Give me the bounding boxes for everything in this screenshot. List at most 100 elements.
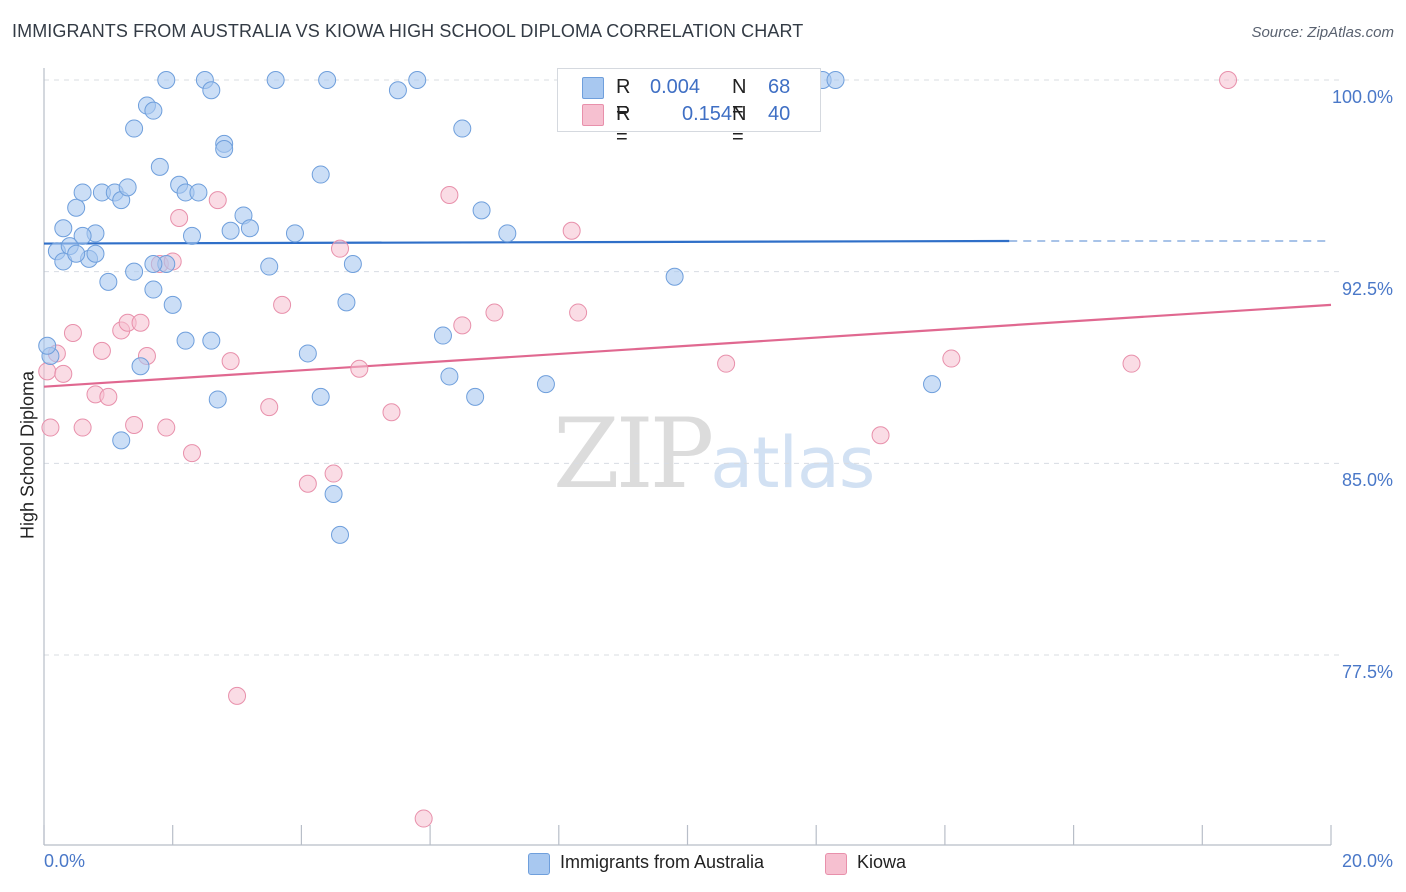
point-kiowa	[871, 426, 890, 445]
point-kiowa	[99, 387, 118, 406]
point-kiowa	[38, 362, 57, 381]
point-australia	[311, 387, 330, 406]
point-kiowa	[273, 295, 292, 314]
legend-swatch-blue	[582, 77, 604, 99]
point-kiowa	[208, 191, 227, 210]
legend-r-label: R =	[616, 103, 631, 148]
point-australia	[408, 71, 427, 89]
point-kiowa	[414, 809, 433, 828]
point-australia	[498, 224, 517, 243]
point-australia	[440, 367, 459, 386]
point-kiowa	[92, 341, 111, 360]
y-tick-label: 85.0%	[1341, 470, 1393, 491]
legend-n-label: N =	[732, 76, 747, 121]
point-australia	[67, 244, 86, 263]
legend-n-value: 68	[768, 76, 791, 98]
point-kiowa	[73, 418, 92, 437]
point-australia	[67, 198, 86, 217]
y-tick-label: 92.5%	[1341, 278, 1393, 299]
point-australia	[163, 295, 182, 314]
point-kiowa	[1122, 354, 1141, 373]
point-australia	[472, 201, 491, 220]
point-australia	[118, 178, 137, 197]
point-australia	[73, 183, 92, 202]
point-australia	[318, 71, 337, 89]
point-kiowa	[298, 474, 317, 493]
point-kiowa	[324, 464, 343, 483]
point-australia	[240, 219, 259, 238]
point-kiowa	[485, 303, 504, 322]
grid-lines	[44, 79, 1339, 656]
point-australia	[260, 257, 279, 276]
x-tick-label-min: 0.0%	[44, 851, 86, 871]
point-kiowa	[228, 686, 247, 705]
point-australia	[73, 226, 92, 245]
bottom-legend-label: Immigrants from Australia	[560, 852, 765, 872]
point-kiowa	[157, 418, 176, 437]
point-australia	[285, 224, 304, 243]
bottom-legend-swatch-blue	[528, 853, 550, 875]
point-kiowa	[562, 221, 581, 240]
y-tick-label: 100.0%	[1331, 87, 1393, 107]
point-australia	[388, 81, 407, 100]
point-australia	[337, 293, 356, 312]
point-australia	[343, 255, 362, 273]
point-australia	[144, 255, 163, 273]
point-australia	[215, 140, 234, 158]
point-australia	[298, 344, 317, 363]
point-kiowa	[54, 364, 73, 383]
point-australia	[311, 165, 330, 184]
trend-line-kiowa	[43, 303, 1332, 388]
point-kiowa	[453, 316, 472, 335]
legend-swatch-pink	[582, 104, 604, 126]
point-kiowa	[942, 349, 961, 368]
point-australia	[208, 390, 227, 409]
point-australia	[453, 119, 472, 138]
y-tick-label: 77.5%	[1341, 662, 1393, 682]
point-australia	[202, 81, 221, 100]
point-australia	[112, 431, 131, 450]
point-kiowa	[331, 239, 350, 258]
point-australia	[221, 221, 240, 240]
point-australia	[466, 387, 485, 406]
point-kiowa	[1219, 71, 1238, 89]
point-kiowa	[131, 313, 150, 332]
point-kiowa	[221, 352, 240, 371]
trend-lines	[43, 239, 1332, 388]
point-australia	[665, 267, 684, 286]
point-australia	[176, 331, 195, 350]
point-australia	[144, 280, 163, 299]
legend-n-value: 40	[768, 103, 791, 125]
point-australia	[54, 219, 73, 238]
legend-r-value: 0.154	[682, 103, 733, 125]
axes	[43, 68, 1332, 846]
point-kiowa	[63, 324, 82, 342]
point-kiowa	[350, 359, 369, 378]
stats-legend: R = 0.004 N = 68 R = 0.154 N = 40	[557, 68, 821, 148]
legend-r-value: 0.004	[650, 76, 701, 98]
y-axis-label: High School Diploma	[17, 370, 38, 540]
point-australia	[923, 375, 942, 394]
point-australia	[189, 183, 208, 202]
bottom-legend-swatch-pink	[825, 853, 847, 875]
point-australia	[125, 262, 144, 281]
point-kiowa	[260, 398, 279, 417]
point-australia	[99, 272, 118, 291]
point-australia	[183, 226, 202, 245]
point-australia	[144, 101, 163, 120]
point-australia	[536, 375, 555, 394]
point-australia	[266, 71, 285, 89]
point-australia	[38, 336, 57, 355]
point-australia	[125, 119, 144, 138]
point-kiowa	[440, 186, 459, 204]
trend-line-australia	[43, 239, 1010, 245]
point-australia	[131, 357, 150, 376]
point-kiowa	[41, 418, 60, 437]
data-points	[38, 71, 1238, 828]
point-australia	[433, 326, 452, 345]
watermark-zip: ZIP	[553, 398, 714, 510]
point-kiowa	[569, 303, 588, 322]
x-tick-label-max: 20.0%	[1341, 851, 1393, 871]
point-kiowa	[125, 416, 144, 434]
